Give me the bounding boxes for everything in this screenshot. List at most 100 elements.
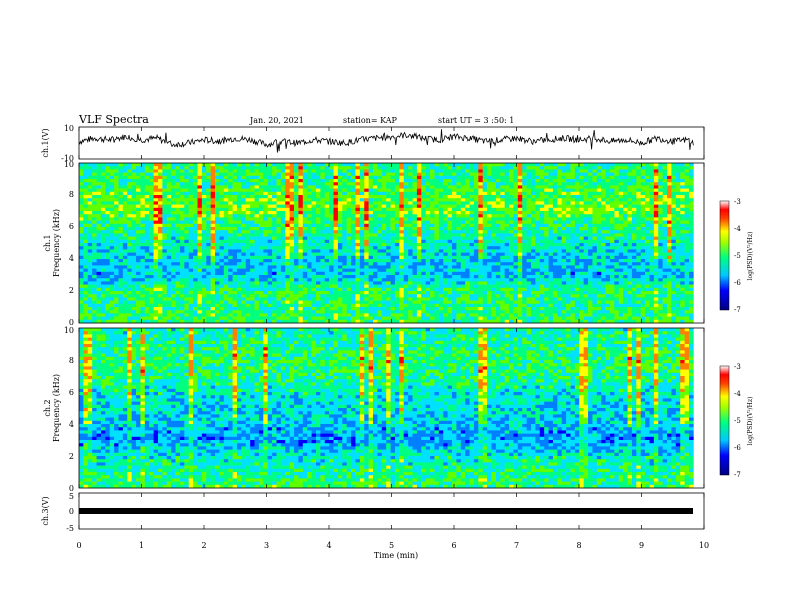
spectrogram-cell <box>500 214 505 218</box>
spectrogram-cell <box>474 256 479 259</box>
spectrogram-cell <box>149 205 154 209</box>
spectrogram-cell <box>162 230 167 234</box>
spectrogram-cell <box>132 275 137 279</box>
spectrogram-cell <box>421 192 426 196</box>
spectrogram-cell <box>79 205 84 209</box>
spectrogram-cell <box>281 294 286 298</box>
spectrogram-cell <box>329 163 334 167</box>
spectrogram-cell <box>325 217 330 221</box>
spectrogram-cell <box>426 269 431 273</box>
spectrogram-cell <box>325 256 330 259</box>
spectrogram-cell <box>255 201 260 205</box>
spectrogram-cell <box>145 288 150 292</box>
spectrogram-cell <box>474 301 479 305</box>
spectrogram-cell <box>171 297 176 301</box>
spectrogram-cell <box>83 230 88 234</box>
spectrogram-cell <box>417 201 422 205</box>
spectrogram-cell <box>92 249 97 253</box>
spectrogram-cell <box>167 288 172 292</box>
spectrogram-cell <box>474 240 479 244</box>
spectrogram-cell <box>294 262 299 266</box>
spectrogram-cell <box>224 301 229 305</box>
spectrogram-cell <box>263 281 268 285</box>
spectrogram-cell <box>312 211 317 215</box>
spectrogram-cell <box>83 307 88 311</box>
spectrogram-cell <box>123 243 128 247</box>
spectrogram-cell <box>224 198 229 202</box>
spectrogram-cell <box>189 176 194 180</box>
spectrogram-cell <box>197 230 202 234</box>
spectrogram-cell <box>268 176 273 180</box>
spectrogram-cell <box>360 211 365 215</box>
spectrogram-cell <box>338 317 343 321</box>
spectrogram-cell <box>119 224 124 228</box>
spectrogram-cell <box>434 313 439 317</box>
spectrogram-cell <box>456 246 461 250</box>
spectrogram-cell <box>347 195 352 199</box>
spectrogram-cell <box>382 214 387 218</box>
spectrogram-cell <box>369 317 374 321</box>
spectrogram-cell <box>456 265 461 269</box>
spectrogram-cell <box>373 240 378 244</box>
spectrogram-cell <box>448 249 453 253</box>
spectrogram-cell <box>373 195 378 199</box>
spectrogram-cell <box>228 224 233 228</box>
spectrogram-cell <box>176 272 181 276</box>
spectrogram-cell <box>404 265 409 269</box>
spectrogram-cell <box>285 179 290 183</box>
spectrogram-cell <box>312 310 317 314</box>
spectrogram-cell <box>452 179 457 183</box>
spectrogram-cell <box>167 304 172 308</box>
spectrogram-cell <box>483 256 488 259</box>
spectrogram-cell <box>478 313 483 317</box>
spectrogram-cell <box>189 208 194 212</box>
spectrogram-cell <box>88 301 93 305</box>
spectrogram-cell <box>465 185 470 189</box>
spectrogram-cell <box>237 185 242 189</box>
spectrogram-cell <box>224 195 229 199</box>
spectrogram-cell <box>492 173 497 177</box>
spectrogram-cell <box>268 249 273 253</box>
spectrogram-cell <box>413 176 418 180</box>
spectrogram-cell <box>382 240 387 244</box>
spectrogram-cell <box>413 205 418 209</box>
spectrogram-cell <box>509 291 514 295</box>
spectrogram-cell <box>461 243 466 247</box>
spectrogram-cell <box>167 237 172 241</box>
spectrogram-cell <box>224 169 229 173</box>
spectrogram-cell <box>79 265 84 269</box>
spectrogram-cell <box>470 182 475 186</box>
spectrogram-cell <box>290 301 295 305</box>
spectrogram-cell <box>154 237 159 241</box>
spectrogram-cell <box>176 166 181 170</box>
spectrogram-cell <box>79 192 84 196</box>
spectrogram-cell <box>456 217 461 221</box>
spectrogram-cell <box>83 243 88 247</box>
spectrogram-cell <box>399 211 404 215</box>
spectrogram-cell <box>334 205 339 209</box>
spectrogram-cell <box>448 214 453 218</box>
spectrogram-cell <box>101 301 106 305</box>
spectrogram-cell <box>101 211 106 215</box>
spectrogram-cell <box>259 297 264 301</box>
spectrogram-cell <box>149 214 154 218</box>
spectrogram-cell <box>483 221 488 225</box>
spectrogram-cell <box>303 195 308 199</box>
spectrogram-cell <box>421 205 426 209</box>
spectrogram-cell <box>259 262 264 266</box>
spectrogram-cell <box>105 173 110 177</box>
spectrogram-cell <box>351 291 356 295</box>
spectrogram-cell <box>285 304 290 308</box>
spectrogram-cell <box>492 272 497 276</box>
spectrogram-cell <box>478 304 483 308</box>
spectrogram-cell <box>421 224 426 228</box>
spectrogram-cell <box>505 265 510 269</box>
spectrogram-cell <box>202 208 207 212</box>
spectrogram-cell <box>338 163 343 167</box>
spectrogram-cell <box>505 301 510 305</box>
spectrogram-cell <box>342 182 347 186</box>
spectrogram-cell <box>338 237 343 241</box>
spectrogram-cell <box>483 240 488 244</box>
spectrogram-cell <box>391 233 396 237</box>
spectrogram-cell <box>114 192 119 196</box>
